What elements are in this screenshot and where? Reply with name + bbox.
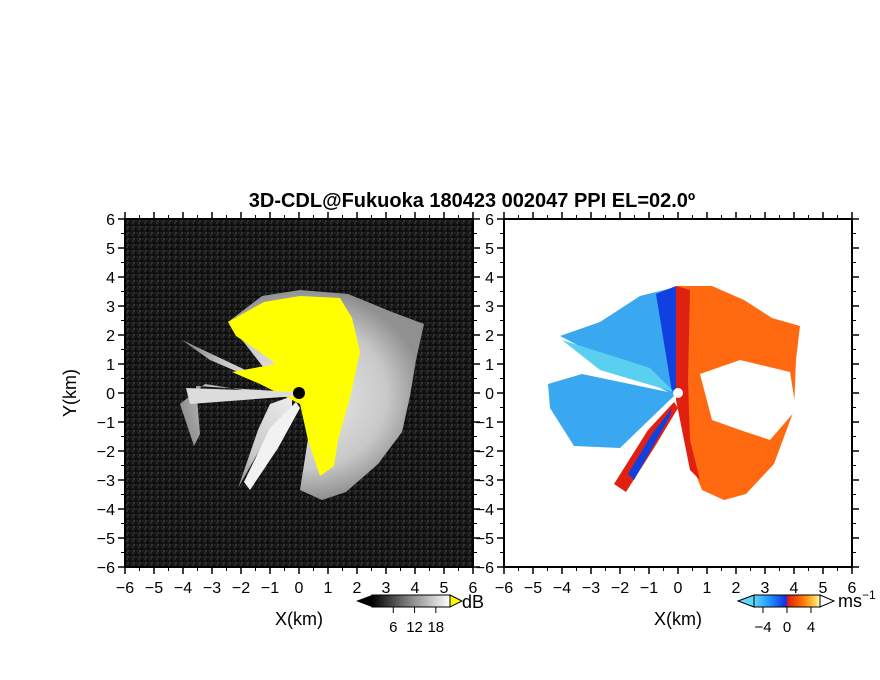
- right-colorbar-max-arrow: [819, 594, 836, 608]
- left-colorbar: 6 12 18 dB: [356, 592, 484, 636]
- xtick-label: 4: [411, 580, 420, 597]
- ytick-label: 0: [485, 386, 494, 403]
- xtick-label: −4: [553, 580, 571, 597]
- radar-site-right: [673, 388, 683, 398]
- colorbar-tick-label: 12: [406, 619, 423, 636]
- xtick-label: 1: [324, 580, 333, 597]
- ytick-label: −1: [97, 415, 115, 432]
- right-vel-pos-near: [676, 286, 700, 480]
- ytick-label: 0: [106, 386, 115, 403]
- ytick-label: 4: [485, 270, 494, 287]
- ytick-label: −4: [97, 502, 115, 519]
- left-colorbar-unit: dB: [462, 592, 484, 612]
- xtick-label: −1: [640, 580, 658, 597]
- xtick-label: −2: [611, 580, 629, 597]
- xtick-label: 1: [703, 580, 712, 597]
- right-colorbar-unit-exp: −1: [862, 588, 876, 602]
- right-colorbar-unit: ms−1: [838, 588, 876, 611]
- ytick-label: −2: [97, 444, 115, 461]
- ytick-label: −4: [476, 502, 494, 519]
- right-panel: −6 −5 −4 −3 −2 −1 0 1 2 3 4 5 6 6 5 4 3 2 1 0 −1 −2 −3 −4 −5 −6 X…: [476, 212, 876, 636]
- left-xlabel: X(km): [275, 609, 323, 629]
- xtick-label: 2: [732, 580, 741, 597]
- ytick-label: −2: [476, 444, 494, 461]
- ytick-label: 2: [485, 328, 494, 345]
- colorbar-tick-label: 18: [427, 619, 444, 636]
- ytick-label: 5: [485, 241, 494, 258]
- ytick-label: 3: [485, 299, 494, 316]
- xtick-label: 3: [761, 580, 770, 597]
- xtick-label: 2: [353, 580, 362, 597]
- ytick-label: 1: [106, 357, 115, 374]
- ytick-label: 5: [106, 241, 115, 258]
- xtick-label: −5: [524, 580, 542, 597]
- colorbar-tick-label: 6: [389, 619, 397, 636]
- ytick-label: 6: [106, 212, 115, 229]
- right-vel-pos-far: [700, 360, 796, 440]
- xtick-label: 3: [382, 580, 391, 597]
- ytick-label: 3: [106, 299, 115, 316]
- left-echo-beam-sw: [244, 402, 300, 490]
- ytick-label: −6: [476, 560, 494, 577]
- colorbar-tick-label: −4: [754, 619, 771, 636]
- left-echo-field: [180, 290, 424, 500]
- left-ylabel: Y(km): [60, 369, 80, 417]
- colorbar-tick-label: 4: [807, 619, 815, 636]
- ytick-label: −5: [97, 531, 115, 548]
- ytick-label: 1: [485, 357, 494, 374]
- left-colorbar-bar: [371, 594, 451, 608]
- right-velocity-field: [548, 286, 800, 500]
- xtick-label: 6: [848, 580, 857, 597]
- ytick-label: −1: [476, 415, 494, 432]
- xtick-label: −3: [582, 580, 600, 597]
- radar-site-left: [293, 387, 305, 399]
- chart-title: 3D-CDL@Fukuoka 180423 002047 PPI EL=02.0…: [249, 190, 695, 212]
- xtick-label: 5: [440, 580, 449, 597]
- xtick-label: 0: [674, 580, 683, 597]
- xtick-label: −6: [495, 580, 513, 597]
- xtick-label: 0: [295, 580, 304, 597]
- left-echo-saturated: [228, 296, 360, 476]
- ytick-label: −6: [97, 560, 115, 577]
- ytick-label: 4: [106, 270, 115, 287]
- xtick-label: −5: [145, 580, 163, 597]
- xtick-label: −4: [174, 580, 192, 597]
- xtick-label: 6: [469, 580, 478, 597]
- xtick-label: 5: [819, 580, 828, 597]
- left-echo-beam-w: [186, 388, 296, 404]
- right-colorbar-unit-base: ms: [838, 591, 862, 611]
- ytick-label: −3: [476, 473, 494, 490]
- ytick-label: 2: [106, 328, 115, 345]
- right-colorbar: −4 0 4 ms−1: [736, 588, 876, 636]
- right-vel-beam-w: [562, 340, 674, 392]
- right-colorbar-bar: [753, 594, 821, 608]
- ytick-label: −3: [97, 473, 115, 490]
- xtick-label: −6: [116, 580, 134, 597]
- xtick-label: −2: [232, 580, 250, 597]
- xtick-label: 4: [790, 580, 799, 597]
- xtick-label: −1: [261, 580, 279, 597]
- ytick-label: 6: [485, 212, 494, 229]
- xtick-label: −3: [203, 580, 221, 597]
- left-colorbar-min-arrow: [356, 595, 372, 607]
- right-vel-beam-sw-inner: [628, 408, 672, 480]
- left-colorbar-max-arrow: [449, 594, 464, 608]
- right-xlabel: X(km): [654, 609, 702, 629]
- right-vel-neg-far: [548, 288, 676, 448]
- colorbar-tick-label: 0: [783, 619, 791, 636]
- ytick-label: −5: [476, 531, 494, 548]
